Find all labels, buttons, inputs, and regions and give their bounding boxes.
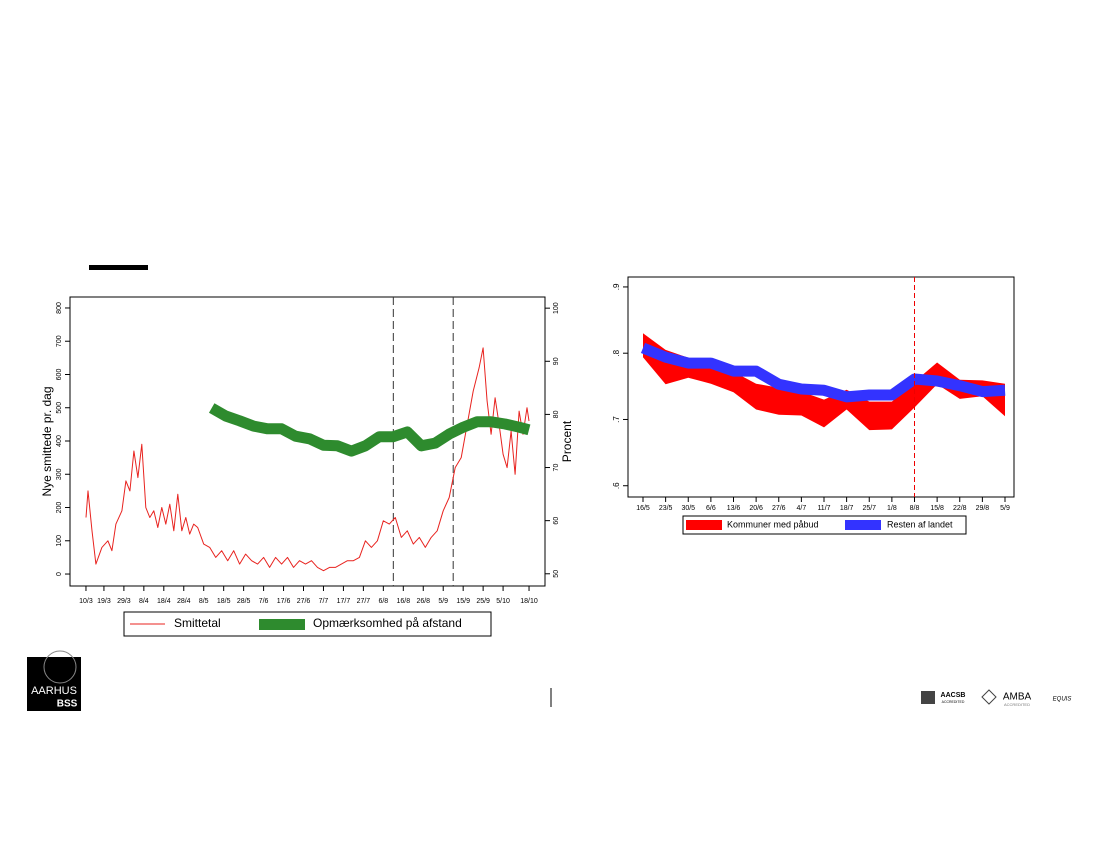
x-tick-label: 7/6 xyxy=(259,598,269,605)
y-tick-label: .7 xyxy=(612,416,621,423)
amba-icon xyxy=(981,689,997,705)
y-tick-label: 700 xyxy=(56,335,63,347)
logo-text: BSS xyxy=(57,699,78,710)
x-tick-label: 6/6 xyxy=(706,505,716,512)
y-tick-label: .6 xyxy=(612,482,621,489)
legend-swatch xyxy=(259,619,305,630)
x-tick-label: 18/5 xyxy=(217,598,231,605)
aacsb-icon xyxy=(921,691,935,704)
y-tick-label: .9 xyxy=(612,283,621,290)
x-tick-label: 13/6 xyxy=(727,505,741,512)
series-line xyxy=(85,347,530,572)
y-tick-label: 300 xyxy=(56,468,63,480)
x-tick-label: 15/8 xyxy=(930,505,944,512)
accreditation: EQUIS xyxy=(1053,697,1072,703)
x-tick-label: 16/5 xyxy=(636,505,650,512)
y-tick-label: 0 xyxy=(56,572,63,576)
x-tick-label: 29/3 xyxy=(117,598,131,605)
x-tick-label: 10/3 xyxy=(79,598,93,605)
x-tick-label: 28/4 xyxy=(177,598,191,605)
legend-swatch xyxy=(845,520,881,530)
y-tick-label: 500 xyxy=(56,402,63,414)
x-tick-label: 4/7 xyxy=(797,505,807,512)
y-tick-label: 200 xyxy=(56,502,63,514)
x-tick-label: 5/10 xyxy=(496,598,510,605)
legend-box xyxy=(682,515,967,535)
x-tick-label: 28/5 xyxy=(237,598,251,605)
legend-label: Smittetal xyxy=(174,616,221,630)
accreditation: ACCREDITED xyxy=(1004,702,1030,707)
legend-label: Resten af landet xyxy=(887,519,953,529)
logo xyxy=(27,657,81,711)
y2-tick-label: 100 xyxy=(553,302,560,314)
x-tick-label: 1/8 xyxy=(887,505,897,512)
legend-swatch xyxy=(686,520,722,530)
plot-frame xyxy=(627,276,1015,498)
x-tick-label: 30/5 xyxy=(681,505,695,512)
x-tick-label: 8/8 xyxy=(910,505,920,512)
x-tick-label: 5/9 xyxy=(1000,505,1010,512)
y2-tick-label: 50 xyxy=(553,570,560,578)
x-tick-label: 6/8 xyxy=(378,598,388,605)
y2-tick-label: 80 xyxy=(553,410,560,418)
x-tick-label: 23/5 xyxy=(659,505,673,512)
x-tick-label: 18/10 xyxy=(520,598,538,605)
series-line xyxy=(640,342,1006,403)
x-tick-label: 11/7 xyxy=(817,505,830,512)
x-tick-label: 5/9 xyxy=(438,598,448,605)
y-tick-label: 400 xyxy=(56,435,63,447)
y2-tick-label: 60 xyxy=(553,517,560,525)
logo-seal xyxy=(43,650,77,684)
x-tick-label: 15/9 xyxy=(456,598,470,605)
y-tick-label: .8 xyxy=(612,349,621,356)
y2-tick-label: 70 xyxy=(553,464,560,472)
x-tick-label: 8/4 xyxy=(139,598,149,605)
x-tick-label: 17/6 xyxy=(277,598,291,605)
y2-tick-label: 90 xyxy=(553,357,560,365)
title-bar xyxy=(89,265,148,270)
x-tick-label: 25/7 xyxy=(862,505,876,512)
y-axis-title: Nye smittede pr. dag xyxy=(40,386,54,496)
y-tick-label: 600 xyxy=(56,369,63,381)
x-tick-label: 27/6 xyxy=(297,598,311,605)
x-tick-label: 27/7 xyxy=(357,598,371,605)
accreditation: ACCREDITED xyxy=(942,700,965,704)
x-tick-label: 8/5 xyxy=(199,598,209,605)
x-tick-label: 16/8 xyxy=(396,598,410,605)
x-tick-label: 26/8 xyxy=(416,598,430,605)
x-tick-label: 18/4 xyxy=(157,598,171,605)
x-tick-label: 7/7 xyxy=(319,598,329,605)
series-line xyxy=(208,403,531,457)
x-tick-label: 19/3 xyxy=(97,598,111,605)
x-tick-label: 20/6 xyxy=(749,505,763,512)
accreditation: AMBA xyxy=(1003,692,1032,703)
y-tick-label: 800 xyxy=(56,302,63,314)
legend-label: Opmærksomhed på afstand xyxy=(313,616,462,630)
x-tick-label: 29/8 xyxy=(976,505,990,512)
y-tick-label: 100 xyxy=(56,535,63,547)
accreditation: AACSB xyxy=(941,692,966,699)
legend-box xyxy=(123,611,492,637)
x-tick-label: 25/9 xyxy=(476,598,490,605)
y2-axis-title: Procent xyxy=(560,420,574,462)
x-tick-label: 27/6 xyxy=(772,505,786,512)
x-tick-label: 22/8 xyxy=(953,505,967,512)
x-tick-label: 17/7 xyxy=(337,598,351,605)
logo-text: AARHUS xyxy=(31,685,77,697)
legend-label: Kommuner med påbud xyxy=(727,519,819,529)
x-tick-label: 18/7 xyxy=(840,505,854,512)
